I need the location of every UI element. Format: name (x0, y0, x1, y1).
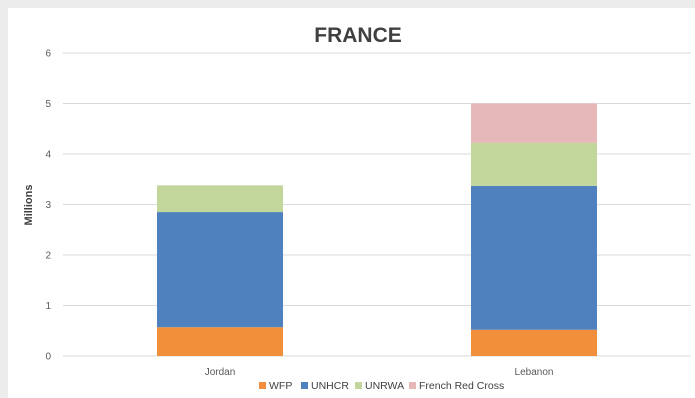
legend-label: UNRWA (365, 380, 404, 392)
legend-swatch (259, 382, 266, 389)
legend-label: French Red Cross (419, 380, 504, 392)
y-tick-label: 0 (45, 352, 51, 363)
y-tick-label: 6 (45, 49, 51, 60)
bar-jordan-unhcr (157, 212, 283, 328)
x-tick-label: Jordan (205, 367, 236, 378)
x-tick-label: Lebanon (515, 367, 554, 378)
y-tick-label: 2 (45, 251, 51, 262)
legend-label: WFP (269, 380, 292, 392)
y-tick-label: 3 (45, 200, 51, 211)
legend-swatch (301, 382, 308, 389)
bar-chart: FRANCE 0 1 2 3 4 5 6 Millions Jordan Lebanon WF… (23, 24, 691, 392)
y-axis-ticks: 0 1 2 3 4 5 6 (45, 49, 51, 363)
bars (157, 103, 597, 356)
x-axis-ticks: Jordan Lebanon (205, 367, 554, 378)
bar-lebanon-french-red-cross (471, 103, 597, 143)
legend-swatch (355, 382, 362, 389)
bar-jordan-unrwa (157, 185, 283, 213)
bar-jordan-wfp (157, 327, 283, 356)
chart-title: FRANCE (314, 24, 402, 47)
y-tick-label: 5 (45, 99, 51, 110)
bar-lebanon-unrwa (471, 142, 597, 186)
legend: WFP UNHCR UNRWA French Red Cross (259, 380, 504, 392)
y-tick-label: 4 (45, 150, 51, 161)
bar-lebanon-unhcr (471, 185, 597, 330)
legend-swatch (409, 382, 416, 389)
bar-lebanon-wfp (471, 329, 597, 356)
legend-label: UNHCR (311, 380, 349, 392)
chart-panel: FRANCE 0 1 2 3 4 5 6 Millions Jordan Lebanon WF… (8, 8, 695, 398)
y-tick-label: 1 (45, 301, 51, 312)
y-axis-title: Millions (23, 185, 35, 226)
